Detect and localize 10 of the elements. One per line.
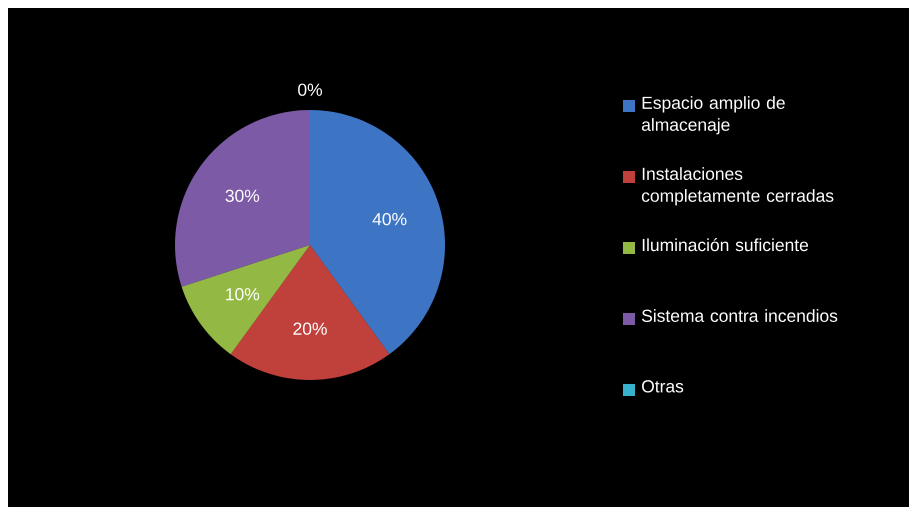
legend-label: Iluminación suficiente bbox=[642, 238, 808, 252]
text: 0% bbox=[298, 84, 322, 96]
data-label: 20% bbox=[293, 322, 327, 335]
legend-label: Sistema contra incendios bbox=[642, 309, 838, 322]
data-label: 30% bbox=[226, 190, 260, 202]
data-label: 10% bbox=[226, 288, 260, 300]
legend-label: Espacio amplio de almacenaje bbox=[642, 96, 785, 134]
legend-label: Otras bbox=[642, 380, 684, 393]
legend-label: Instalaciones completamente cerradas bbox=[642, 167, 834, 206]
data-label: 40% bbox=[372, 212, 406, 226]
